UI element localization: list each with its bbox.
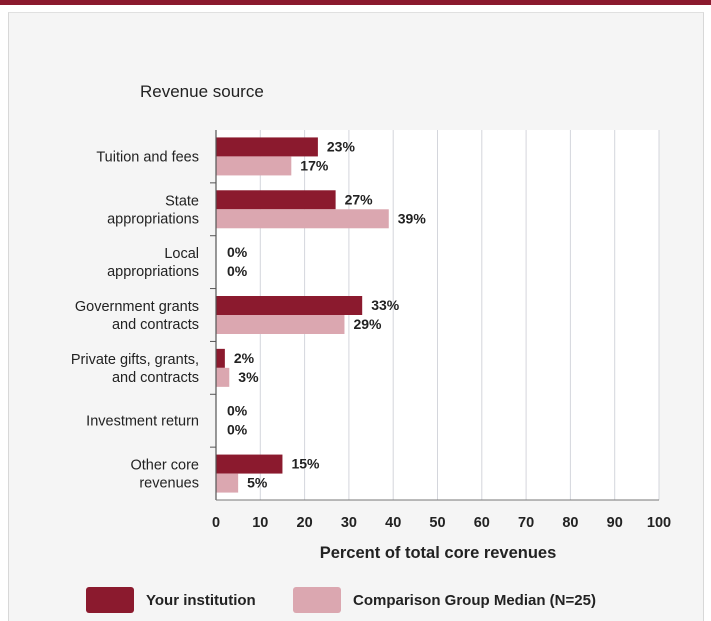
category-labels: Tuition and fees State appropriations Local… xyxy=(71,149,199,491)
legend-label: Your institution xyxy=(146,592,256,609)
category-label: Investment return xyxy=(86,414,199,430)
x-tick-label: 50 xyxy=(429,515,445,531)
top-accent-bar xyxy=(0,0,711,5)
bar-institution xyxy=(216,137,318,157)
bar-value-label: 0% xyxy=(227,403,248,419)
bar-value-label: 3% xyxy=(238,369,259,385)
bar-value-label: 29% xyxy=(353,316,382,332)
bar-comparison xyxy=(216,473,239,493)
value-labels: 23% 17% 27% 39% 0% 0% 33% 29% 2% 3% 0% 0% 15% 5% xyxy=(227,138,426,490)
bar-value-label: 17% xyxy=(300,157,329,173)
bar-value-label: 0% xyxy=(227,263,248,279)
x-tick-label: 70 xyxy=(518,515,534,531)
x-tick-labels: 0 10 20 30 40 50 60 70 80 90 100 xyxy=(212,515,671,531)
bar-value-label: 39% xyxy=(398,210,427,226)
bar-value-label: 0% xyxy=(227,244,248,260)
x-tick-label: 80 xyxy=(562,515,578,531)
category-label: Tuition and fees xyxy=(96,149,199,165)
bar-value-label: 27% xyxy=(345,191,374,207)
bar-institution xyxy=(216,348,225,368)
category-label: State appropriations xyxy=(107,193,199,227)
bar-institution xyxy=(216,454,283,474)
bar-comparison xyxy=(216,209,389,229)
bars xyxy=(216,137,389,493)
bar-institution xyxy=(216,296,363,315)
bar-institution xyxy=(216,190,336,210)
bar-value-label: 0% xyxy=(227,422,248,438)
axes xyxy=(210,130,659,501)
category-label: Government grants and contracts xyxy=(75,299,199,333)
bar-value-label: 23% xyxy=(327,138,356,154)
x-axis-title: Percent of total core revenues xyxy=(320,544,557,562)
x-tick-label: 10 xyxy=(252,515,268,531)
legend-label: Comparison Group Median (N=25) xyxy=(353,592,596,609)
x-tick-label: 0 xyxy=(212,515,220,531)
x-tick-label: 90 xyxy=(607,515,623,531)
bar-value-label: 2% xyxy=(234,350,255,366)
legend: Your institution Comparison Group Median … xyxy=(86,587,596,613)
x-tick-label: 100 xyxy=(647,515,671,531)
bar-comparison xyxy=(216,315,345,334)
category-label: Other core revenues xyxy=(131,458,200,492)
x-tick-label: 30 xyxy=(341,515,357,531)
chart-title: Revenue source xyxy=(140,82,264,101)
legend-swatch xyxy=(86,587,134,613)
bar-value-label: 5% xyxy=(247,475,268,491)
x-tick-label: 40 xyxy=(385,515,401,531)
category-label: Local appropriations xyxy=(107,246,199,280)
bar-value-label: 33% xyxy=(371,297,400,313)
category-label: Private gifts, grants, and contracts xyxy=(71,352,199,386)
x-tick-label: 60 xyxy=(474,515,490,531)
bar-value-label: 15% xyxy=(291,456,320,472)
x-tick-label: 20 xyxy=(297,515,313,531)
bar-comparison xyxy=(216,156,292,176)
legend-swatch xyxy=(293,587,341,613)
bar-comparison xyxy=(216,367,230,387)
